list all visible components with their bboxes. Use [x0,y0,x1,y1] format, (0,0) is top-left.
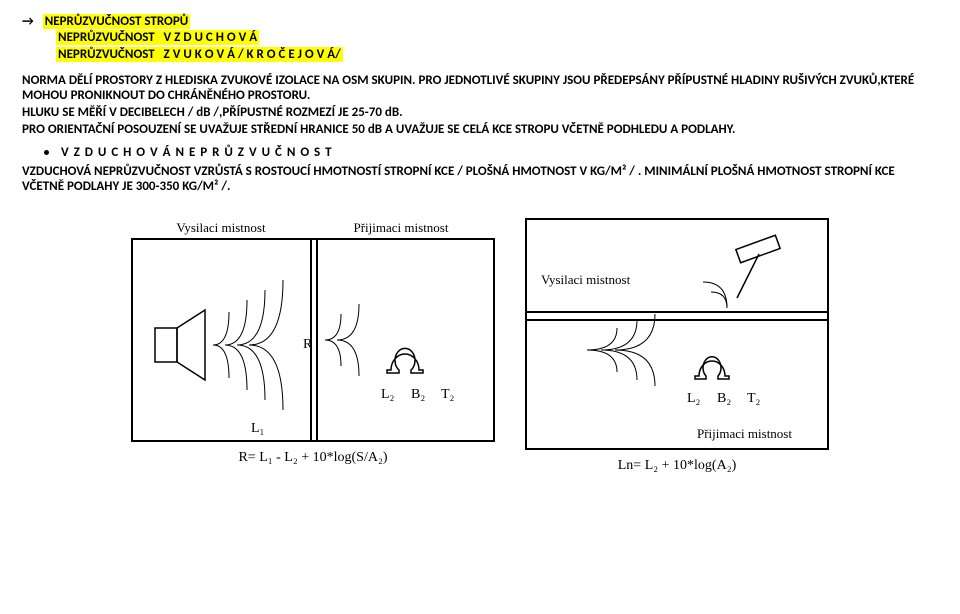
svg-text:Přijimaci mistnost: Přijimaci mistnost [697,426,792,441]
svg-text:Vysilaci mistnost: Vysilaci mistnost [541,272,631,287]
bullet-item: V Z D U C H O V Á N E P R Ů Z V U Č N O … [22,143,938,162]
heading-line-3: NEPRŮZVUČNOST Z V U K O V Á / K R O Č E … [22,47,938,63]
svg-text:B₂: B₂ [411,387,425,402]
heading-text-3a: NEPRŮZVUČNOST [58,47,155,62]
p1-s3: HLUKU SE MĚŘÍ V DECIBELECH / dB /,PŘÍPUS… [22,105,938,120]
paragraph-main: NORMA DĚLÍ PROSTORY Z HLEDISKA ZVUKOVÉ I… [22,73,938,103]
svg-text:B₂: B₂ [717,391,731,406]
svg-text:L₁: L₁ [251,421,264,436]
heading-text-3b: Z V U K O V Á / K R O Č E J O V Á/ [164,47,341,62]
p1-s4: PRO ORIENTAČNÍ POSOUZENÍ SE UVAŽUJE STŘE… [22,122,938,137]
heading-line-1: → NEPRŮZVUČNOST STROPŮ [22,14,938,30]
bullet-icon [44,150,49,155]
svg-text:T₂: T₂ [747,391,761,406]
figure-airborne: Vysilaci mistnost Přijimaci mistnost [131,218,495,474]
figure-impact: Vysilaci mistnost L₂ B₂ T₂ Přijimaci mis… [525,218,829,474]
svg-text:R: R [303,337,313,352]
svg-text:L₂: L₂ [381,387,395,402]
arrow-icon: → [22,14,34,29]
airborne-diagram: R L₁ L₂ B₂ T₂ [133,240,493,440]
left-room1-label: Vysilaci mistnost [131,218,311,238]
bullet-text: VZDUCHOVÁ NEPRŮZVUČNOST VZRŮSTÁ S ROSTOU… [22,164,938,194]
impact-diagram: Vysilaci mistnost L₂ B₂ T₂ Přijimaci mis… [527,220,827,448]
svg-text:L₂: L₂ [687,391,701,406]
p1-s1: NORMA DĚLÍ PROSTORY Z HLEDISKA ZVUKOVÉ I… [22,73,416,88]
heading-line-2: NEPRŮZVUČNOST V Z D U C H O V Á [22,30,938,46]
heading-text-1: NEPRŮZVUČNOST STROPŮ [43,14,191,29]
heading-text-2a: NEPRŮZVUČNOST [58,30,155,45]
figure-row: Vysilaci mistnost Přijimaci mistnost [22,218,938,474]
bullet-title: V Z D U C H O V Á N E P R Ů Z V U Č N O … [61,145,333,160]
svg-text:T₂: T₂ [441,387,455,402]
heading-text-2b: V Z D U C H O V Á [164,30,258,45]
right-formula: Ln= L₂ + 10*log(A₂) [525,458,829,474]
left-room2-label: Přijimaci mistnost [311,218,491,238]
left-formula: R= L₁ - L₂ + 10*log(S/A₂) [131,450,495,466]
